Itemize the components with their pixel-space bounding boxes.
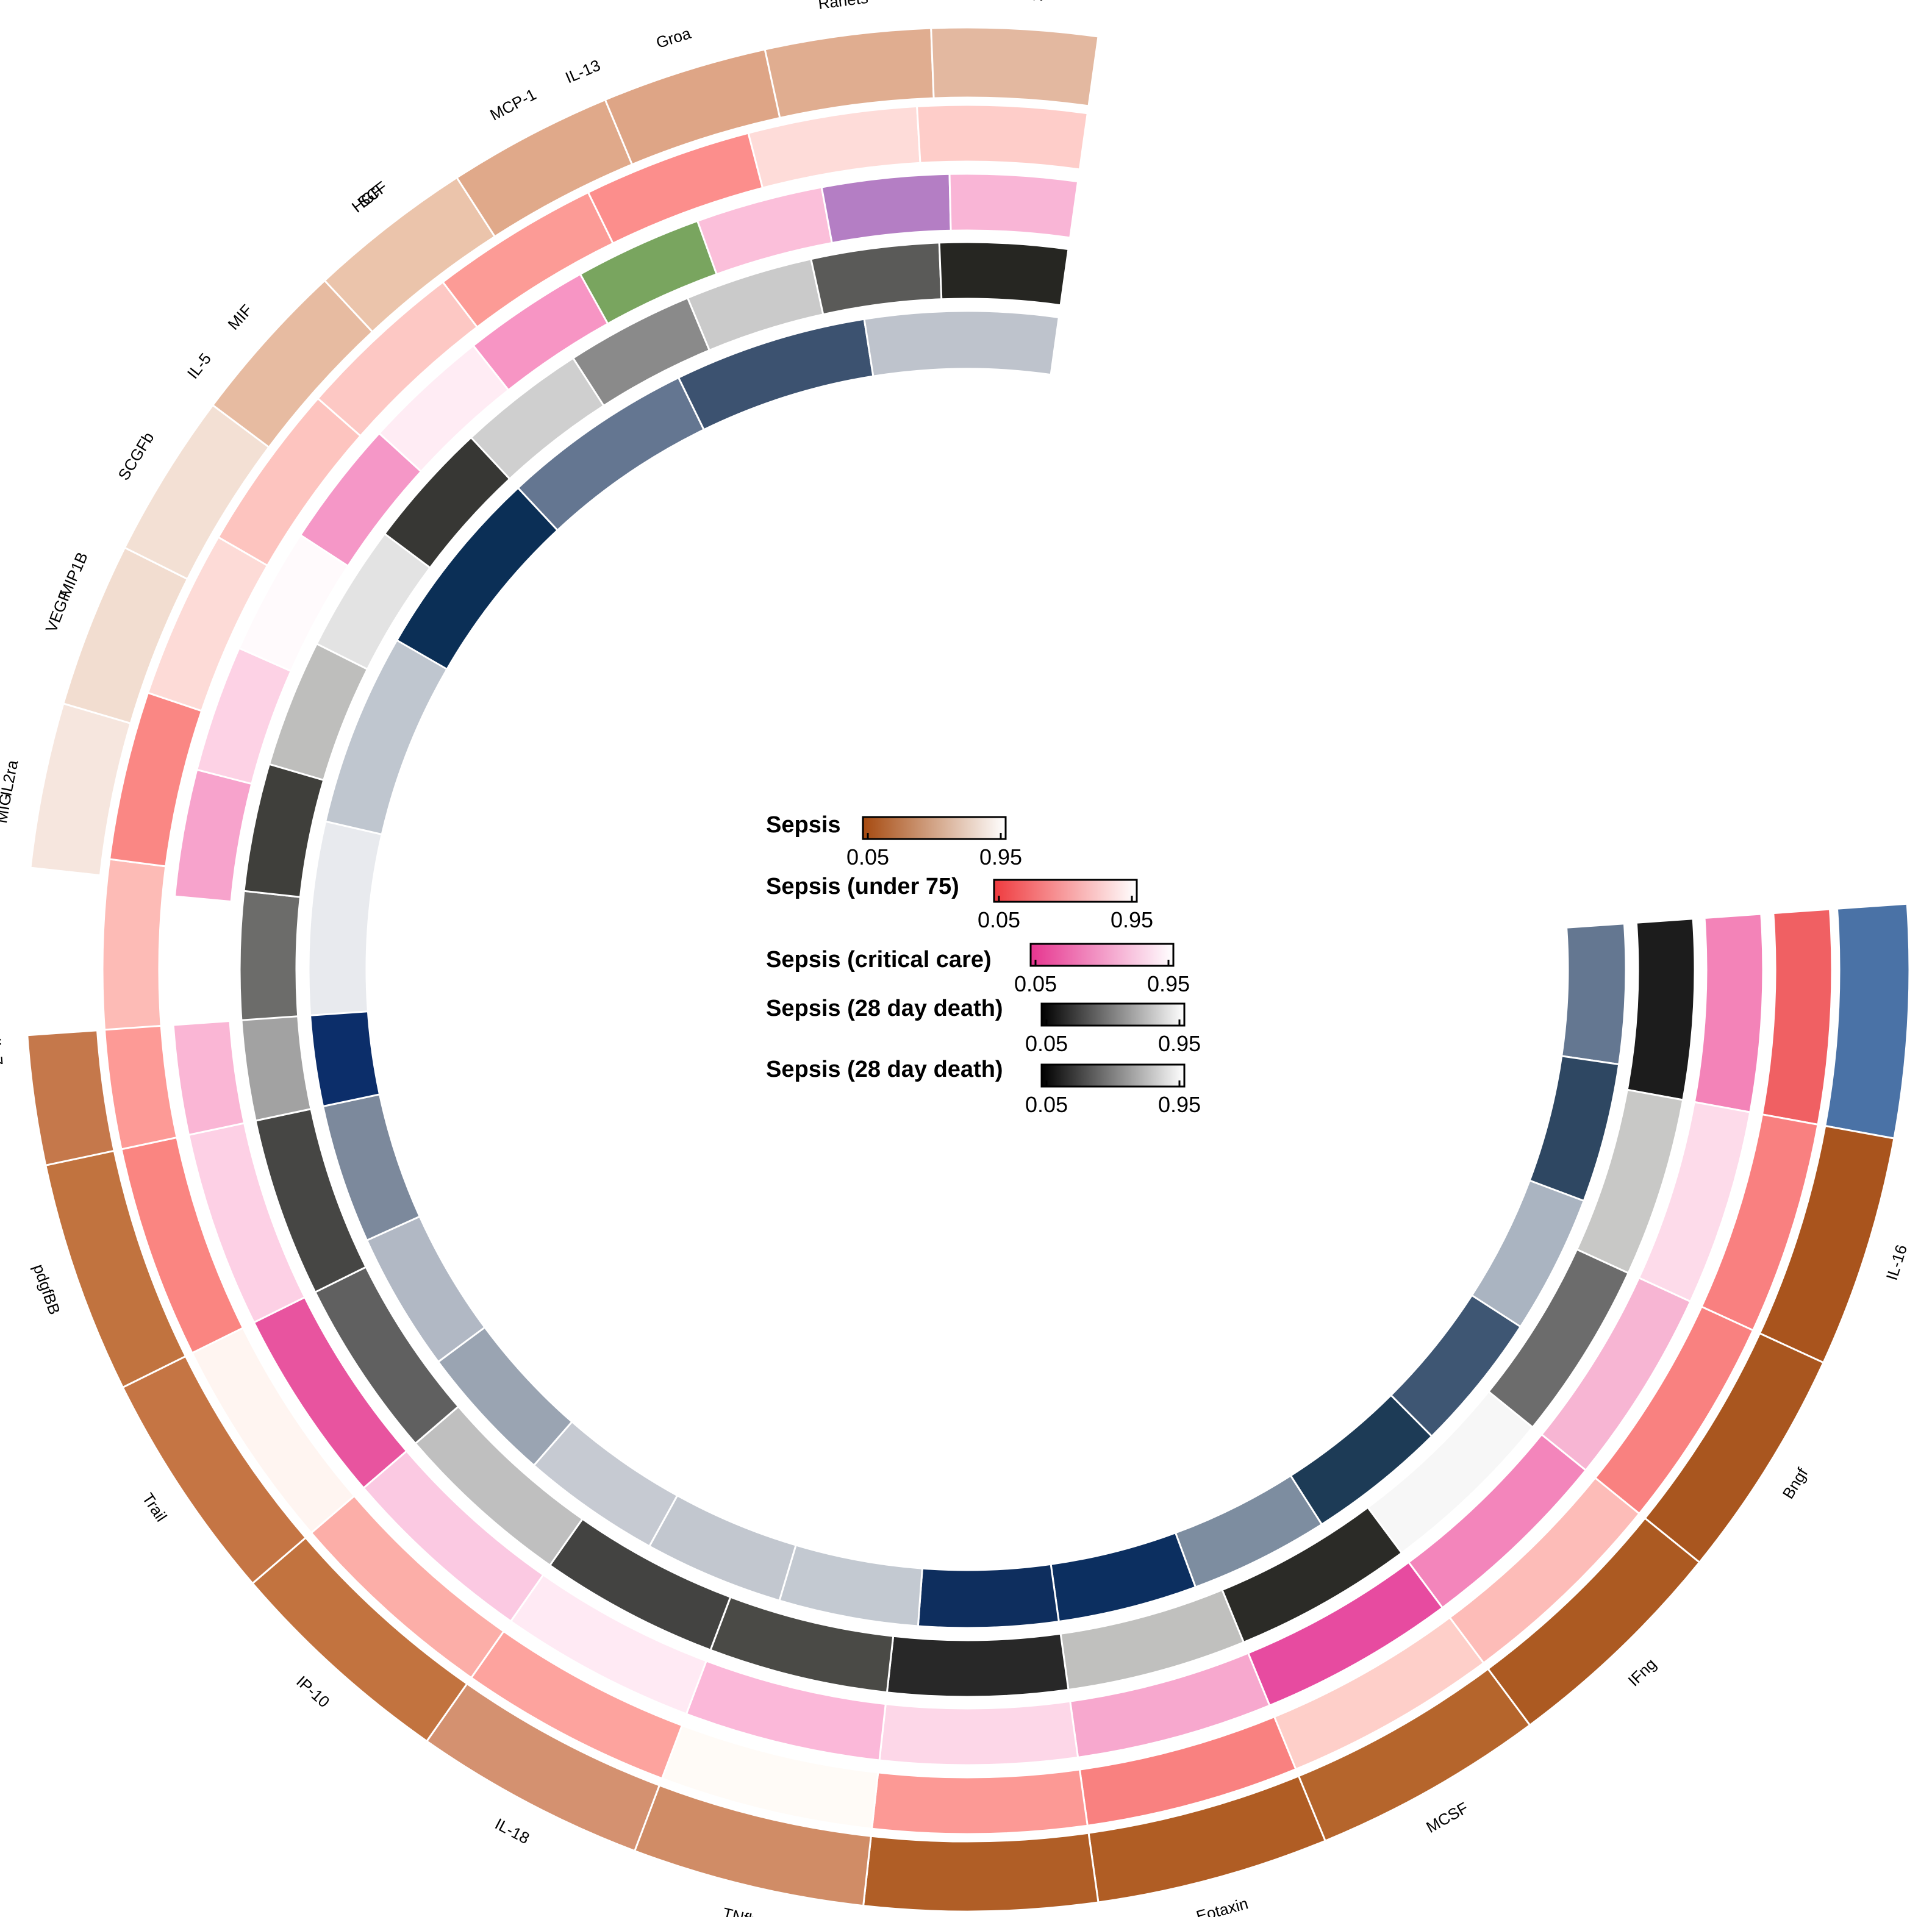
segment-label: SCGFb bbox=[114, 429, 157, 484]
heatmap-cell bbox=[930, 26, 1100, 107]
heatmap-cell bbox=[764, 27, 935, 120]
segment-label: TNfb bbox=[721, 1904, 759, 1917]
legend-colorbar bbox=[993, 879, 1138, 903]
heatmap-cell bbox=[173, 768, 253, 903]
heatmap-cell bbox=[886, 1632, 1070, 1698]
heatmap-cell bbox=[1824, 902, 1911, 1140]
legend-min-label: 0.05 bbox=[1025, 1031, 1068, 1056]
legend-max-label: 0.95 bbox=[1111, 907, 1153, 932]
heatmap-cell bbox=[778, 1544, 924, 1627]
segment-label: IL-7 bbox=[0, 1037, 7, 1066]
legend-title: Sepsis (critical care) bbox=[766, 947, 992, 973]
legend-min-label: 0.05 bbox=[978, 907, 1020, 932]
heatmap-cell bbox=[1560, 923, 1627, 1066]
legend-min-label: 0.05 bbox=[1014, 971, 1057, 996]
legend-colorbar bbox=[862, 816, 1007, 840]
heatmap-cell bbox=[917, 1563, 1060, 1629]
heatmap-cell bbox=[243, 763, 325, 898]
heatmap-cell bbox=[863, 310, 1060, 377]
heatmap-cell bbox=[820, 173, 952, 245]
legend-max-label: 0.95 bbox=[979, 844, 1022, 869]
heatmap-cells bbox=[24, 26, 1911, 1913]
segment-label: IL-16 bbox=[1883, 1243, 1911, 1283]
segment-label: IP-10 bbox=[293, 1672, 333, 1711]
legend-title: Sepsis (28 day death) bbox=[766, 996, 1003, 1021]
segment-label: IL-18 bbox=[492, 1815, 532, 1847]
segment-label: IL2ra bbox=[0, 759, 22, 798]
heatmap-cell bbox=[938, 241, 1070, 307]
legend-max-label: 0.95 bbox=[1158, 1031, 1201, 1056]
segment-label: VEGF bbox=[41, 588, 74, 635]
heatmap-cell bbox=[1626, 918, 1696, 1101]
heatmap-cell bbox=[878, 1700, 1079, 1766]
legend-colorbar bbox=[1040, 1063, 1186, 1088]
heatmap-cell bbox=[307, 820, 383, 1016]
segment-label: Ranets bbox=[817, 0, 870, 13]
legend-max-label: 0.95 bbox=[1147, 971, 1190, 996]
segment-label: IL-10 bbox=[1930, 1005, 1932, 1042]
segment-label: pdgfBB bbox=[30, 1262, 64, 1316]
segment-label: MIF bbox=[224, 301, 256, 333]
heatmap-cell bbox=[101, 858, 167, 1031]
segment-label: MCSF bbox=[1423, 1799, 1471, 1837]
legend-min-label: 0.05 bbox=[846, 844, 889, 869]
segment-label: IL-13 bbox=[563, 56, 603, 87]
legend-title: Sepsis bbox=[766, 812, 841, 838]
legend-colorbar bbox=[1040, 1002, 1186, 1027]
heatmap-cell bbox=[238, 890, 302, 1021]
heatmap-cell bbox=[870, 1768, 1089, 1835]
heatmap-cell bbox=[862, 1832, 1100, 1913]
segment-label: Groa bbox=[654, 24, 693, 52]
segment-label: Eotaxin bbox=[1194, 1894, 1250, 1917]
legend-max-label: 0.95 bbox=[1158, 1092, 1201, 1117]
heatmap-cell bbox=[810, 241, 943, 316]
legend-min-label: 0.05 bbox=[1025, 1092, 1068, 1117]
segment-label: Bngf bbox=[1779, 1464, 1812, 1502]
heatmap-cell bbox=[916, 104, 1089, 171]
segment-label: IFng bbox=[1624, 1655, 1659, 1690]
heatmap-cell bbox=[1693, 913, 1764, 1113]
legend-title: Sepsis (28 day death) bbox=[766, 1057, 1003, 1082]
segment-label: IL-5 bbox=[184, 349, 215, 382]
segment-label: Trail bbox=[138, 1490, 170, 1525]
legend-title: Sepsis (under 75) bbox=[766, 874, 959, 899]
segment-label: MCP-1 bbox=[487, 85, 540, 124]
heatmap-cell bbox=[948, 173, 1079, 239]
heatmap-cell bbox=[170, 895, 232, 1026]
segment-label: CTACK bbox=[990, 0, 1043, 4]
heatmap-cell bbox=[24, 866, 102, 1037]
legend-colorbar bbox=[1029, 943, 1175, 967]
heatmap-cell bbox=[1761, 908, 1833, 1126]
